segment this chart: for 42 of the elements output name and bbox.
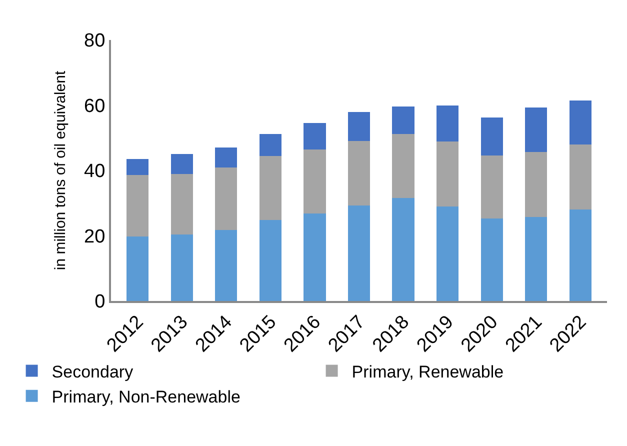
legend-label: Primary, Renewable	[352, 362, 504, 382]
bar	[126, 236, 149, 301]
y-axis-title: in million tons of oil equivalent	[52, 70, 69, 270]
bar	[392, 198, 414, 301]
bar	[436, 206, 459, 301]
bar	[480, 218, 503, 301]
bar	[525, 216, 548, 301]
bar	[569, 210, 592, 301]
y-tick-label: 20	[84, 226, 106, 248]
bar	[304, 149, 326, 214]
bar	[569, 144, 592, 210]
y-tick-label: 60	[84, 96, 106, 117]
bar	[525, 108, 548, 152]
bar	[126, 159, 149, 176]
bar	[170, 174, 193, 234]
bar	[392, 134, 414, 198]
bar	[436, 106, 459, 142]
bar	[215, 168, 238, 230]
bar	[126, 175, 149, 236]
legend-label: Secondary	[52, 362, 134, 382]
bar	[348, 205, 370, 301]
bar	[480, 117, 503, 156]
legend-label: Primary, Non-Renewable	[52, 387, 240, 406]
bar	[480, 155, 503, 218]
y-tick-label: 40	[84, 161, 106, 182]
bar	[259, 156, 282, 220]
y-tick-label: 0	[94, 292, 106, 313]
bar	[170, 234, 193, 301]
bar	[348, 141, 370, 206]
bar	[215, 148, 238, 168]
y-tick-label: 80	[84, 30, 106, 52]
bar	[392, 106, 414, 134]
bar	[569, 100, 592, 144]
bar	[348, 112, 370, 142]
bar	[215, 230, 238, 301]
bar	[304, 214, 326, 301]
bar	[259, 220, 282, 301]
bar	[525, 152, 548, 217]
bar	[436, 141, 459, 206]
bar	[259, 134, 282, 156]
bar	[170, 154, 193, 174]
bar	[304, 122, 326, 150]
